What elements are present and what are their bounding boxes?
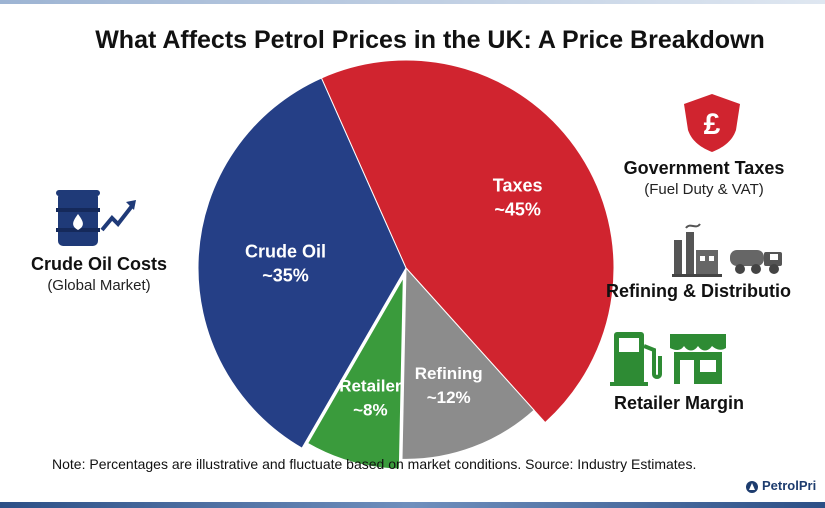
brand-logo: PetrolPri — [745, 478, 816, 494]
pie-slice-retailer — [306, 277, 404, 470]
pie-slice-crude-oil — [197, 77, 407, 449]
slice-value-retailer: ~8% — [353, 401, 388, 420]
slice-label-retailer: Retailer — [339, 377, 402, 396]
pound-shield-icon: £ — [684, 94, 740, 152]
retailer-callout-title: Retailer Margin — [613, 393, 745, 413]
slice-value-taxes: ~45% — [494, 199, 541, 219]
pie-slice-taxes — [320, 59, 615, 424]
government-taxes-callout-title: Government Taxes — [623, 158, 785, 178]
government-taxes-callout-subtitle: (Fuel Duty & VAT) — [644, 181, 764, 198]
pie-slice-refining — [401, 266, 535, 460]
svg-text:£: £ — [704, 108, 721, 141]
chart-title: What Affects Petrol Prices in the UK: A … — [95, 26, 765, 54]
brand-mark-icon — [746, 480, 758, 493]
slice-label-taxes: Taxes — [493, 175, 543, 195]
slice-value-refining: ~12% — [427, 388, 471, 407]
slice-value-crude-oil: ~35% — [262, 266, 309, 286]
refining-callout: Refining & Distributio — [606, 281, 825, 302]
crude-oil-callout-subtitle: (Global Market) — [47, 277, 151, 294]
refinery-truck-icon — [672, 223, 782, 277]
source-note: Note: Percentages are illustrative and f… — [52, 456, 697, 472]
slice-label-refining: Refining — [415, 364, 483, 383]
refining-callout-title: Refining & Distributio — [606, 281, 791, 301]
fuel-pump-shop-icon — [610, 332, 726, 386]
top-border — [0, 0, 825, 4]
slice-label-crude-oil: Crude Oil — [245, 242, 326, 262]
crude-oil-callout-title: Crude Oil Costs — [30, 254, 168, 274]
bottom-border — [0, 502, 825, 508]
retailer-callout: Retailer Margin — [584, 393, 774, 414]
oil-barrel-icon — [56, 190, 136, 246]
government-taxes-callout: Government Taxes (Fuel Duty & VAT) — [604, 158, 804, 198]
crude-oil-callout: Crude Oil Costs (Global Market) — [14, 254, 184, 294]
brand-name: PetrolPri — [762, 478, 817, 493]
